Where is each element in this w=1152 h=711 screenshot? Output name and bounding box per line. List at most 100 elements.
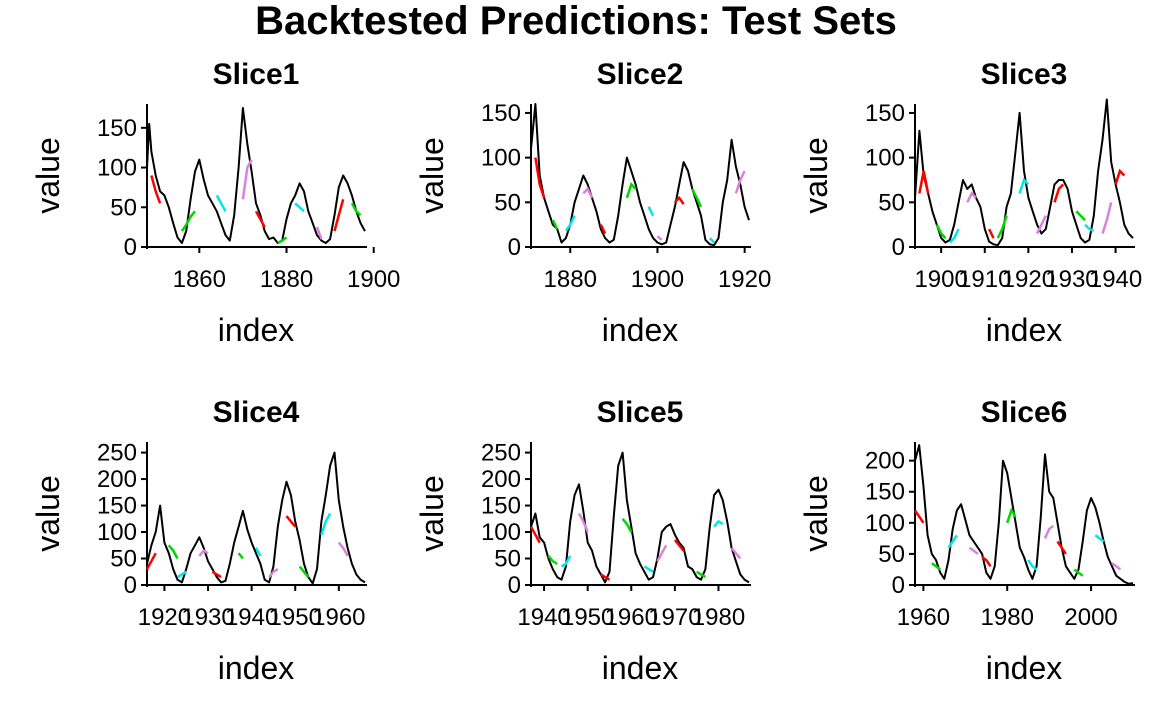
forecast-segment (1035, 215, 1047, 235)
forecast-segment (673, 195, 685, 205)
forecast-segment (534, 157, 546, 199)
y-tick-label: 150 (97, 115, 137, 142)
y-tick-label: 0 (892, 234, 905, 261)
forecast-segment (215, 194, 227, 212)
y-tick-label: 50 (110, 194, 137, 221)
y-axis-label: value (414, 137, 450, 214)
forecast-segment (1043, 524, 1055, 539)
forecast-segment (1018, 177, 1030, 194)
panel-title: Slice5 (597, 396, 684, 429)
x-tick-label: 1920 (138, 604, 191, 631)
forecast-segment (237, 552, 244, 560)
forecast-segment (315, 226, 323, 240)
y-tick-label: 50 (110, 546, 137, 573)
x-tick-label: 1930 (1045, 266, 1098, 293)
forecast-segment (981, 555, 992, 568)
x-axis-label: index (218, 650, 295, 686)
x-tick-label: 1940 (1089, 266, 1142, 293)
y-axis-label: value (30, 475, 66, 552)
y-tick-label: 50 (878, 541, 905, 568)
actual-series-line (146, 451, 366, 585)
panel-title: Slice2 (597, 58, 684, 91)
forecast-segment (1094, 534, 1105, 543)
forecast-segment (1084, 223, 1095, 233)
forecast-segment (949, 228, 960, 244)
y-axis-label: value (798, 137, 834, 214)
x-tick-label: 1910 (958, 266, 1011, 293)
y-tick-label: 100 (97, 155, 137, 182)
y-tick-label: 100 (481, 145, 521, 172)
x-tick-label: 1880 (260, 266, 313, 293)
x-tick-label: 1950 (561, 604, 614, 631)
forecast-segment (968, 546, 979, 555)
actual-series-line (530, 451, 750, 584)
forecast-segment (268, 568, 279, 578)
actual-series-line (914, 98, 1134, 247)
x-tick-label: 1860 (173, 266, 226, 293)
actual-series-line (146, 107, 366, 244)
forecast-segment (1114, 168, 1126, 185)
x-axis-label: index (218, 312, 295, 348)
y-tick-label: 50 (494, 189, 521, 216)
x-tick-label: 1880 (544, 266, 597, 293)
x-tick-label: 1930 (181, 604, 234, 631)
forecast-segment (350, 202, 362, 217)
forecast-segment (211, 570, 222, 579)
forecast-segment (647, 206, 655, 217)
forecast-segment (696, 570, 707, 579)
panel-1: Slice1 0 50 100 150 1860 1880 1900 index value (30, 58, 400, 348)
x-tick-label: 1900 (347, 266, 400, 293)
y-tick-label: 50 (878, 189, 905, 216)
panel-title: Slice1 (213, 58, 300, 91)
forecast-segment (582, 186, 594, 199)
x-tick-label: 1950 (269, 604, 322, 631)
forecast-segment (167, 544, 179, 560)
y-axis-label: value (798, 475, 834, 552)
x-tick-label: 2000 (1064, 604, 1117, 631)
x-tick-label: 1900 (631, 266, 684, 293)
forecast-segment (987, 228, 995, 239)
forecast-segment (935, 224, 947, 239)
x-axis-label: index (986, 312, 1063, 348)
forecast-segment (198, 548, 209, 557)
forecast-segment (560, 555, 572, 568)
forecast-segment (145, 552, 157, 570)
forecast-segment (1073, 568, 1084, 577)
actual-series-line (530, 103, 750, 247)
y-tick-label: 0 (124, 234, 137, 261)
forecast-segment (241, 159, 253, 200)
forecast-segment (691, 188, 703, 208)
y-tick-label: 100 (865, 145, 905, 172)
forecast-segment (577, 512, 589, 533)
forecast-segment (599, 224, 607, 235)
actual-series-line (914, 444, 1134, 585)
forecast-segment (996, 215, 1008, 239)
forecast-segment (298, 565, 310, 578)
forecast-segment (1006, 507, 1017, 524)
forecast-segment (1056, 540, 1067, 555)
forecast-segment (564, 215, 576, 232)
forecast-segment (254, 547, 262, 557)
y-tick-label: 0 (892, 572, 905, 599)
forecast-segment (1101, 202, 1113, 234)
x-axis-label: index (602, 312, 679, 348)
forecast-segment (294, 202, 305, 213)
y-tick-label: 200 (481, 466, 521, 493)
y-tick-label: 250 (97, 440, 137, 467)
panel-2: Slice2 0 50 100 150 1880 1900 1920 index value (414, 58, 771, 348)
y-tick-label: 200 (865, 448, 905, 475)
x-tick-label: 1980 (692, 604, 745, 631)
y-tick-label: 150 (97, 493, 137, 520)
forecast-segment (656, 235, 663, 241)
forecast-segment (254, 210, 266, 228)
y-tick-label: 100 (481, 519, 521, 546)
forecast-segment (713, 519, 724, 528)
y-tick-label: 100 (97, 519, 137, 546)
forecast-segment (918, 170, 930, 194)
forecast-segment (333, 198, 345, 232)
y-tick-label: 150 (481, 100, 521, 127)
forecast-segment (643, 565, 654, 573)
forecast-segment (673, 539, 685, 552)
